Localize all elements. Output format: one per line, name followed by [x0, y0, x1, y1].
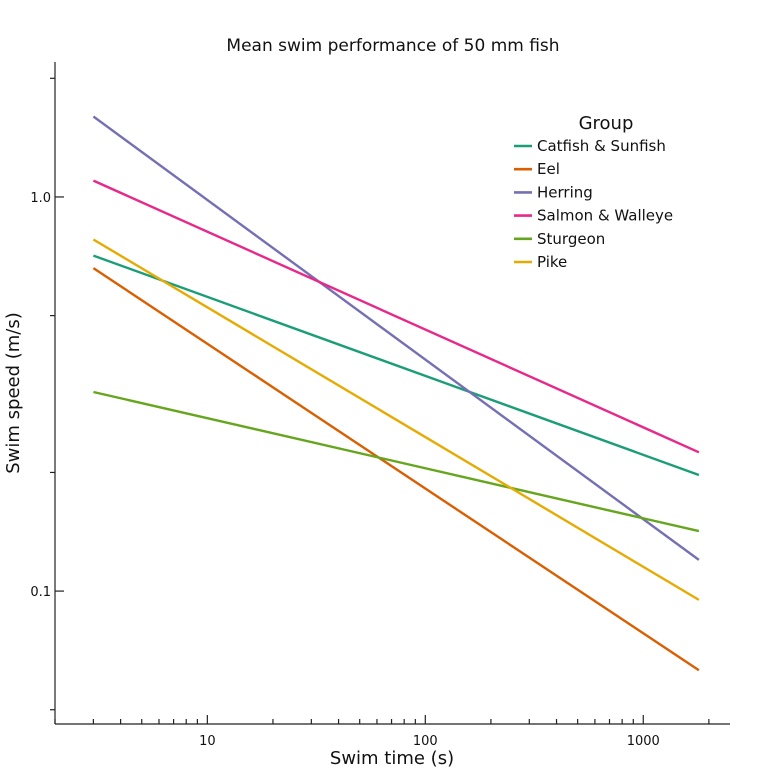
x-ticks: 10 100 1000	[54, 715, 710, 749]
series-group	[92, 115, 700, 672]
series-line	[92, 238, 700, 601]
series-line	[92, 179, 700, 454]
legend-label: Eel	[537, 160, 560, 178]
legend-label: Herring	[537, 183, 593, 201]
y-ticks: 0.1 1.0	[30, 77, 64, 711]
y-tick-label: 0.1	[30, 585, 51, 600]
legend-title: Group	[579, 113, 634, 134]
legend-label: Salmon & Walleye	[537, 207, 673, 225]
series-line	[92, 115, 700, 561]
legend-label: Sturgeon	[537, 230, 605, 248]
legend-label: Catfish & Sunfish	[537, 137, 666, 155]
legend: Group Catfish & Sunfish Eel Herring Salmon …	[514, 113, 673, 271]
y-tick-label: 1.0	[30, 191, 51, 206]
series-line	[92, 254, 700, 477]
axes	[54, 62, 730, 725]
series-line	[93, 390, 700, 533]
series-line	[92, 267, 700, 672]
x-tick-label: 1000	[627, 734, 660, 749]
y-axis-label: Swim speed (m/s)	[3, 312, 24, 474]
x-axis-label: Swim time (s)	[330, 748, 454, 768]
legend-label: Pike	[537, 253, 567, 271]
x-tick-label: 100	[413, 734, 438, 749]
chart-title: Mean swim performance of 50 mm fish	[226, 36, 559, 56]
x-tick-label: 10	[199, 734, 216, 749]
